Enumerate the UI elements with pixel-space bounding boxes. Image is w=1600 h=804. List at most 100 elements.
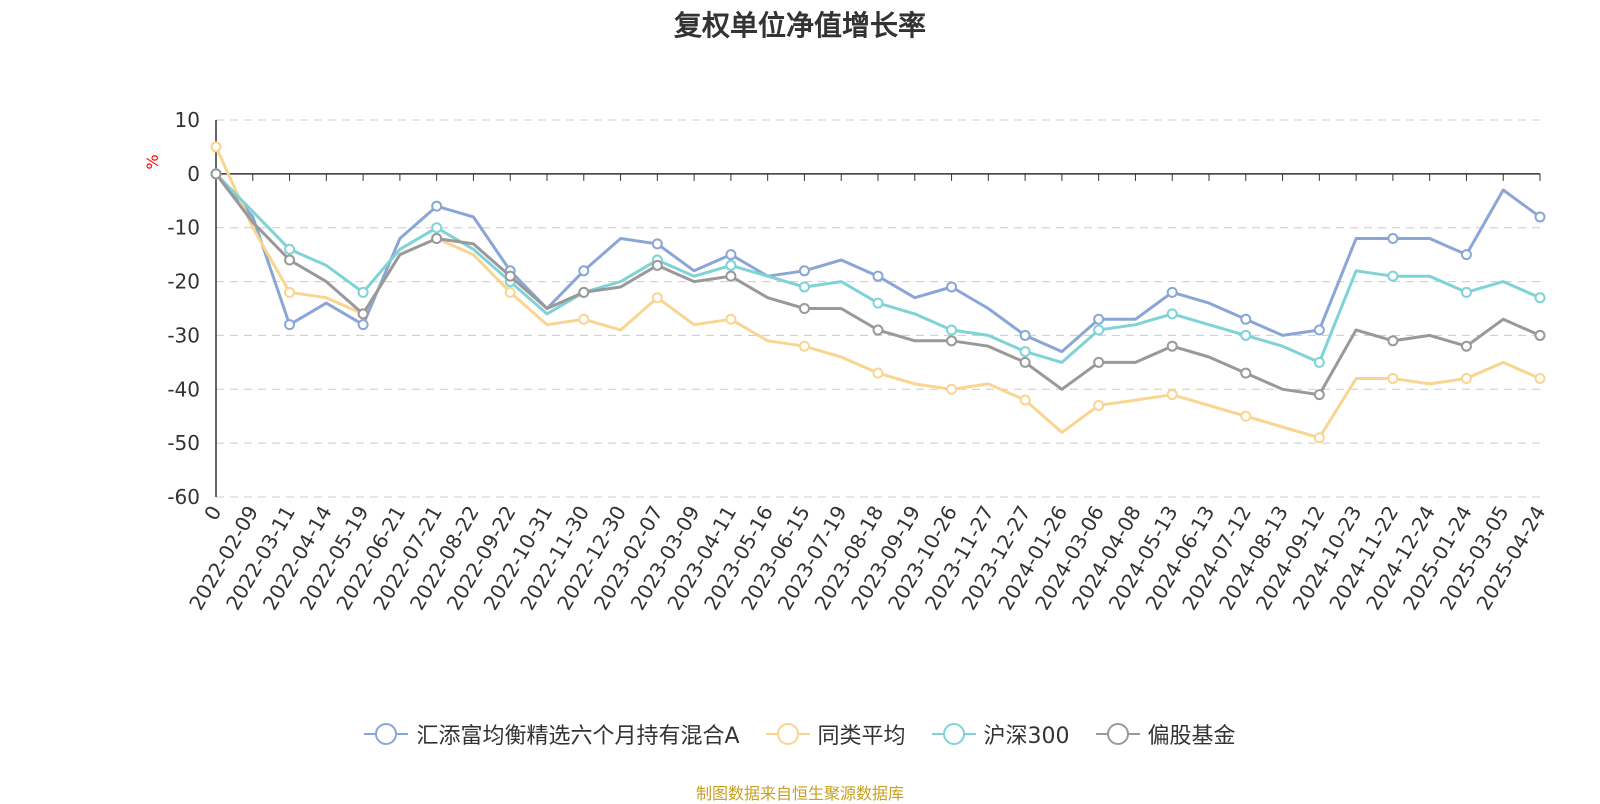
data-point	[798, 340, 810, 352]
data-point	[284, 319, 296, 331]
data-point	[1387, 373, 1399, 385]
data-point	[725, 259, 737, 271]
legend-item[interactable]: 汇添富均衡精选六个月持有混合A	[364, 718, 740, 750]
legend-item[interactable]: 偏股基金	[1095, 718, 1236, 750]
data-point	[1387, 232, 1399, 244]
series-line	[214, 146, 1541, 440]
data-point	[946, 324, 958, 336]
legend-marker-icon	[1095, 722, 1140, 746]
axis-layer: 100-10-20-30-40-50-6002022-02-092022-03-…	[167, 108, 1550, 614]
data-point	[1240, 410, 1252, 422]
data-point	[504, 286, 516, 298]
data-point	[578, 313, 590, 325]
data-point	[946, 383, 958, 395]
data-point	[1460, 286, 1472, 298]
data-point	[798, 281, 810, 293]
legend-label: 偏股基金	[1147, 724, 1236, 749]
data-point	[1313, 356, 1325, 368]
data-point	[431, 232, 443, 244]
x-tick-label: 0	[199, 502, 226, 525]
data-point	[1093, 356, 1105, 368]
data-point	[651, 259, 663, 271]
data-point	[431, 222, 443, 234]
data-point	[1534, 329, 1546, 341]
legend-label: 沪深300	[983, 724, 1070, 749]
data-point	[1166, 389, 1178, 401]
legend-marker-icon	[931, 722, 976, 746]
y-tick-label: 10	[175, 108, 200, 132]
data-point	[1313, 432, 1325, 444]
legend: 汇添富均衡精选六个月持有混合A 同类平均 沪深300 偏股基金	[0, 718, 1600, 750]
data-point	[284, 286, 296, 298]
data-point	[1166, 340, 1178, 352]
data-point	[1460, 340, 1472, 352]
data-point	[210, 141, 222, 153]
data-point	[872, 297, 884, 309]
data-point	[1240, 367, 1252, 379]
series-line	[214, 172, 1541, 397]
legend-label: 同类平均	[817, 724, 906, 749]
data-point	[357, 308, 369, 320]
legend-marker-icon	[765, 722, 810, 746]
data-point	[872, 270, 884, 282]
chart-title: 复权单位净值增长率	[673, 9, 926, 42]
y-tick-label: 0	[187, 162, 200, 186]
data-point	[1460, 373, 1472, 385]
data-point	[651, 292, 663, 304]
data-point	[651, 238, 663, 250]
legend-item[interactable]: 沪深300	[931, 718, 1070, 750]
data-point	[1019, 329, 1031, 341]
data-point	[578, 286, 590, 298]
data-point	[284, 243, 296, 255]
y-tick-label: -20	[167, 270, 200, 294]
data-point	[1313, 324, 1325, 336]
data-point	[1093, 324, 1105, 336]
data-point	[284, 254, 296, 266]
y-axis-unit: %	[143, 154, 162, 169]
data-point	[872, 367, 884, 379]
y-tick-label: -60	[167, 485, 200, 509]
legend-item[interactable]: 同类平均	[765, 718, 906, 750]
data-point	[1240, 329, 1252, 341]
data-point	[1166, 308, 1178, 320]
series-3	[210, 168, 1546, 401]
data-point	[1460, 249, 1472, 261]
series-0	[210, 168, 1546, 354]
data-point	[946, 281, 958, 293]
data-point	[1093, 313, 1105, 325]
data-point	[1534, 211, 1546, 223]
data-point	[946, 335, 958, 347]
data-point	[1534, 373, 1546, 385]
data-point	[1093, 399, 1105, 411]
data-point	[1534, 292, 1546, 304]
data-source: 制图数据来自恒生聚源数据库	[695, 784, 904, 803]
data-point	[798, 265, 810, 277]
y-tick-label: -10	[167, 216, 200, 240]
data-point	[357, 286, 369, 298]
y-tick-label: -40	[167, 377, 200, 401]
data-point	[210, 168, 222, 180]
data-point	[1387, 270, 1399, 282]
data-point	[1387, 335, 1399, 347]
data-point	[1240, 313, 1252, 325]
data-point	[725, 270, 737, 282]
data-point	[504, 270, 516, 282]
y-tick-label: -50	[167, 431, 200, 455]
data-point	[798, 303, 810, 314]
data-point	[725, 249, 737, 261]
data-point	[431, 200, 443, 212]
series-1	[210, 141, 1546, 444]
data-point	[1019, 346, 1031, 358]
data-point	[1166, 286, 1178, 298]
series-layer	[210, 141, 1546, 444]
data-point	[1019, 356, 1031, 368]
legend-label: 汇添富均衡精选六个月持有混合A	[416, 724, 740, 749]
data-point	[1019, 394, 1031, 406]
data-point	[357, 319, 369, 331]
data-point	[1313, 389, 1325, 401]
data-point	[872, 324, 884, 336]
data-point	[725, 313, 737, 325]
legend-marker-icon	[364, 722, 409, 746]
y-tick-label: -30	[167, 323, 200, 347]
